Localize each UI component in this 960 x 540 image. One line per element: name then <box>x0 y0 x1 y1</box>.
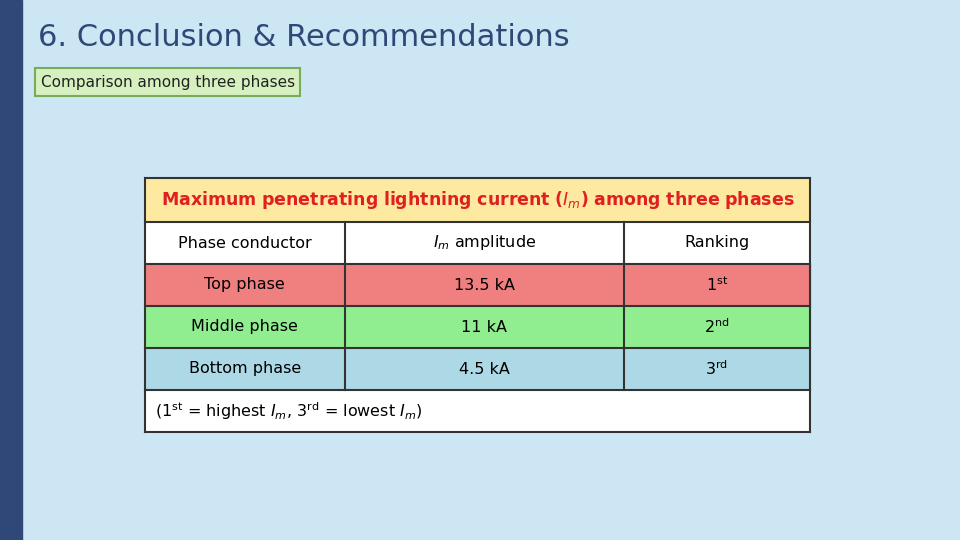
Bar <box>35 68 300 96</box>
Bar <box>145 264 810 306</box>
Bar <box>145 390 810 432</box>
Bar <box>145 306 810 348</box>
Text: Middle phase: Middle phase <box>191 320 299 334</box>
Bar <box>145 222 810 264</box>
Text: 6. Conclusion & Recommendations: 6. Conclusion & Recommendations <box>38 24 569 52</box>
Text: (1$^{\mathregular{st}}$ = highest $\mathit{I_m}$, 3$^{\mathregular{rd}}$ = lowes: (1$^{\mathregular{st}}$ = highest $\math… <box>155 400 422 422</box>
Text: Ranking: Ranking <box>684 235 750 251</box>
Text: 11 kA: 11 kA <box>461 320 507 334</box>
Text: 13.5 kA: 13.5 kA <box>454 278 515 293</box>
Text: Bottom phase: Bottom phase <box>188 361 300 376</box>
Text: $\mathbf{Maximum\ penetrating\ lightning\ current\ (}$$\mathbf{\mathit{I_m}}$$\m: $\mathbf{Maximum\ penetrating\ lightning… <box>160 189 794 211</box>
Bar <box>145 348 810 390</box>
Text: Comparison among three phases: Comparison among three phases <box>41 75 295 90</box>
Text: 2$^{\mathregular{nd}}$: 2$^{\mathregular{nd}}$ <box>704 318 730 336</box>
Text: Top phase: Top phase <box>204 278 285 293</box>
Bar <box>0 0 22 540</box>
Text: 4.5 kA: 4.5 kA <box>459 361 510 376</box>
Text: Phase conductor: Phase conductor <box>178 235 312 251</box>
Bar <box>145 178 810 222</box>
Text: $\mathit{I_m}$ amplitude: $\mathit{I_m}$ amplitude <box>433 233 536 253</box>
Text: 1$^{\mathregular{st}}$: 1$^{\mathregular{st}}$ <box>706 275 728 294</box>
Text: 3$^{\mathregular{rd}}$: 3$^{\mathregular{rd}}$ <box>706 360 729 379</box>
